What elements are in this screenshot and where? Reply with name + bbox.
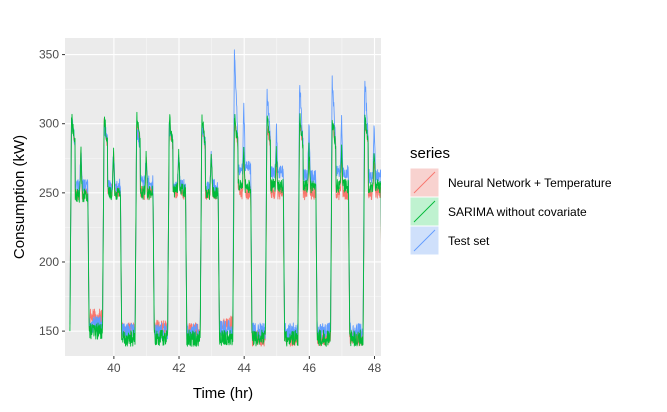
x-tick-label: 48 — [368, 361, 382, 375]
y-axis-title: Consumption (kW) — [11, 135, 28, 259]
y-tick-label: 350 — [39, 48, 59, 62]
plot-panel — [65, 38, 381, 356]
legend-label: Test set — [448, 234, 490, 248]
x-axis-title: Time (hr) — [193, 385, 253, 402]
y-tick-label: 150 — [39, 324, 59, 338]
y-tick-label: 200 — [39, 255, 59, 269]
x-axis: 40 42 44 46 48 — [107, 356, 381, 375]
y-tick-label: 300 — [39, 117, 59, 131]
series-lines — [69, 49, 381, 347]
legend-key-line — [413, 229, 436, 252]
legend-label: SARIMA without covariate — [448, 205, 587, 219]
series-line-2 — [69, 111, 381, 347]
x-tick-label: 44 — [237, 361, 251, 375]
x-tick-label: 40 — [107, 361, 121, 375]
y-axis: 150 200 250 300 350 — [39, 48, 65, 338]
legend: series Neural Network + Temperature SARIM… — [409, 145, 612, 256]
x-tick-label: 42 — [172, 361, 186, 375]
y-tick-label: 250 — [39, 186, 59, 200]
legend-key-line — [413, 200, 436, 223]
x-tick-label: 46 — [303, 361, 317, 375]
legend-label: Neural Network + Temperature — [448, 176, 612, 190]
legend-key-line — [413, 171, 436, 194]
grid-minor — [65, 38, 381, 356]
legend-title: series — [410, 145, 450, 162]
